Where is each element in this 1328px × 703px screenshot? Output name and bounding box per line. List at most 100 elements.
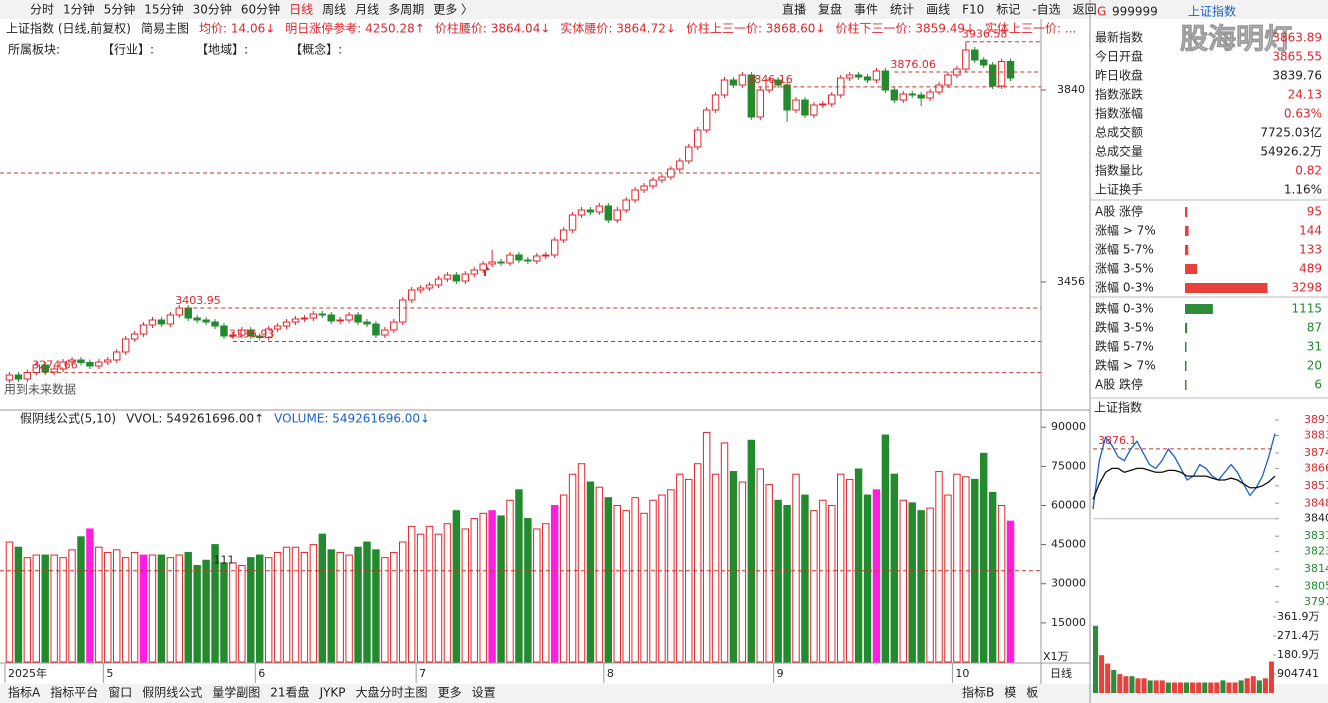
candle-body bbox=[461, 273, 470, 282]
breadth-label: 跌幅 3-5% bbox=[1095, 320, 1154, 335]
breadth-bar bbox=[1185, 264, 1198, 274]
bottom-tab[interactable]: 模 bbox=[1004, 686, 1016, 700]
tool-button[interactable]: F10 bbox=[962, 3, 984, 17]
mini-volume-bar bbox=[1153, 680, 1159, 693]
breadth-value: 87 bbox=[1307, 321, 1322, 335]
candle-body bbox=[68, 359, 76, 363]
candle-body bbox=[318, 313, 327, 316]
tool-button[interactable]: 画线 bbox=[926, 3, 950, 17]
bottom-tab[interactable]: 窗口 bbox=[108, 686, 132, 700]
period-tab[interactable]: 周线 bbox=[322, 3, 346, 17]
volume-bar bbox=[354, 546, 362, 663]
breadth-value: 144 bbox=[1299, 224, 1322, 238]
bottom-tab[interactable]: 指标A bbox=[8, 685, 41, 700]
x-tick-label: 10 bbox=[955, 667, 969, 680]
stat-label: 指数涨跌 bbox=[1095, 87, 1143, 102]
bottom-tab[interactable]: 21看盘 bbox=[270, 685, 309, 700]
y-tick-label: 3840 bbox=[1057, 83, 1085, 96]
period-tab[interactable]: 分时 bbox=[30, 3, 54, 17]
bottom-tab[interactable]: 量学副图 bbox=[212, 685, 260, 700]
volume-bar bbox=[77, 536, 85, 663]
volume-bar bbox=[497, 515, 505, 663]
volume-bar bbox=[202, 559, 210, 663]
volume-bar bbox=[658, 494, 666, 663]
volume-bar bbox=[104, 551, 112, 663]
breadth-label: 涨幅 > 7% bbox=[1095, 223, 1156, 238]
candle-body bbox=[828, 94, 836, 105]
bottom-tab[interactable]: 设置 bbox=[472, 686, 496, 700]
bottom-tab[interactable]: 假阴线公式 bbox=[142, 686, 202, 700]
y-tick-label: 75000 bbox=[1051, 459, 1086, 472]
candle-body bbox=[50, 368, 58, 373]
bottom-tab[interactable]: 指标B bbox=[962, 685, 994, 700]
tool-button[interactable]: -自选 bbox=[1032, 3, 1060, 17]
volume-bar bbox=[988, 491, 997, 663]
volume-bar bbox=[962, 476, 970, 663]
candle-body bbox=[229, 334, 237, 337]
period-tab[interactable]: 月线 bbox=[355, 3, 379, 17]
bottom-tab[interactable]: JYKP bbox=[319, 686, 346, 700]
stat-value: 54926.2万 bbox=[1260, 145, 1322, 159]
bottom-tab[interactable]: 指标平台 bbox=[50, 685, 98, 700]
info-item: 简易主图 bbox=[141, 22, 189, 36]
candle-body bbox=[756, 89, 764, 118]
period-tab[interactable]: 30分钟 bbox=[193, 2, 232, 17]
candle-body bbox=[908, 93, 916, 96]
candle-body bbox=[506, 254, 514, 264]
period-tab[interactable]: 日线 bbox=[289, 3, 313, 17]
candle-body bbox=[559, 229, 568, 241]
mini-volume-bar bbox=[1117, 674, 1123, 693]
bottom-tab[interactable]: 更多 bbox=[438, 686, 462, 700]
period-tab[interactable]: 60分钟 bbox=[241, 2, 280, 17]
bottom-tab[interactable]: 板 bbox=[1026, 686, 1038, 700]
breadth-label: 跌幅 5-7% bbox=[1095, 339, 1154, 354]
candle-body bbox=[810, 104, 818, 116]
volume-bar bbox=[175, 554, 184, 663]
period-tab[interactable]: 更多 〉 bbox=[433, 3, 473, 17]
candle-body bbox=[407, 289, 416, 301]
mini-y-label: 3840 bbox=[1304, 512, 1328, 525]
level-label: 3846.16 bbox=[747, 73, 793, 86]
volume-bar bbox=[613, 504, 621, 663]
mini-volume-bar bbox=[1244, 678, 1250, 693]
bottom-tab[interactable]: 大盘分时主图 bbox=[356, 685, 428, 700]
volume-bar bbox=[854, 468, 863, 663]
volume-bar bbox=[407, 525, 416, 663]
tool-button[interactable]: 返回 bbox=[1073, 3, 1097, 17]
volume-bar bbox=[890, 473, 899, 663]
tool-button[interactable]: 直播 bbox=[782, 3, 806, 17]
volume-bar bbox=[559, 494, 568, 663]
sector-label: 【概念】: bbox=[290, 42, 342, 57]
candle-body bbox=[515, 254, 523, 261]
mini-volume-bar bbox=[1105, 663, 1111, 693]
mini-volume-bar bbox=[1147, 680, 1153, 693]
mini-volume-bar bbox=[1226, 682, 1232, 693]
volume-bar bbox=[595, 486, 604, 663]
volume-bar bbox=[765, 484, 773, 663]
candle-body bbox=[702, 109, 711, 131]
volume-bar bbox=[479, 512, 487, 663]
mini-volume-bar bbox=[1123, 676, 1129, 693]
mini-volume-bar bbox=[1177, 682, 1183, 693]
volume-bar bbox=[524, 518, 532, 663]
tool-button[interactable]: 复盘 bbox=[818, 2, 842, 17]
period-tab[interactable]: 1分钟 bbox=[63, 2, 95, 17]
tool-button[interactable]: 统计 bbox=[890, 3, 914, 17]
info-item: 价柱上三一价: 3868.60↓ bbox=[686, 21, 826, 36]
volume-bar bbox=[550, 504, 559, 663]
volume-bar bbox=[238, 564, 246, 663]
mini-volume-bar bbox=[1184, 682, 1190, 693]
period-tab[interactable]: 5分钟 bbox=[104, 2, 136, 17]
period-tab[interactable]: 15分钟 bbox=[144, 2, 183, 17]
tool-button[interactable]: 事件 bbox=[854, 3, 878, 17]
volume-bar bbox=[399, 541, 407, 663]
period-tab[interactable]: 多周期 bbox=[388, 3, 424, 17]
candle-body bbox=[443, 274, 452, 280]
info-item: 均价: 14.06↓ bbox=[199, 22, 275, 36]
tool-button[interactable]: 标记 bbox=[996, 3, 1020, 17]
candle-body bbox=[175, 307, 184, 316]
candle-body bbox=[729, 79, 738, 86]
x-tick-label: 6 bbox=[258, 667, 265, 680]
volume-bar bbox=[801, 494, 809, 663]
